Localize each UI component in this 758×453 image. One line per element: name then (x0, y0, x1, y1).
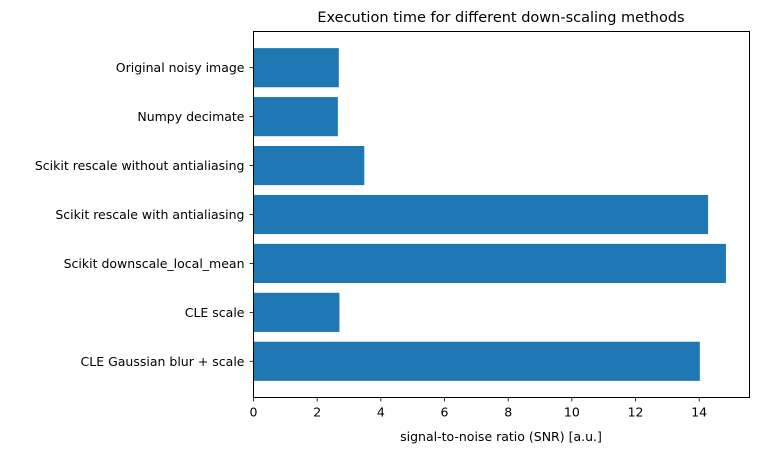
x-tick-label: 8 (504, 405, 512, 420)
x-axis-ticks: 0 2 4 6 8 10 12 14 (250, 397, 707, 420)
y-tick-label: Scikit downscale_local_mean (64, 256, 245, 271)
bar (253, 243, 726, 284)
plot-frame (253, 31, 750, 398)
bar (253, 48, 339, 88)
x-tick-label: 14 (691, 405, 707, 420)
bar (253, 341, 700, 381)
bar (253, 292, 340, 332)
y-tick-label: Original noisy image (116, 60, 245, 75)
bar (253, 194, 709, 235)
y-tick-label: CLE scale (185, 305, 245, 320)
x-tick-label: 4 (377, 405, 385, 420)
bar (253, 145, 365, 186)
y-tick-label: Scikit rescale with antialiasing (55, 207, 244, 222)
x-axis-label: signal-to-noise ratio (SNR) [a.u.] (400, 429, 602, 444)
x-tick-label: 10 (564, 405, 580, 420)
x-tick-label: 2 (313, 405, 321, 420)
y-tick-label: Numpy decimate (137, 109, 244, 124)
chart-title: Execution time for different down-scalin… (317, 10, 684, 26)
y-tick-label: CLE Gaussian blur + scale (81, 354, 245, 369)
bar (253, 97, 338, 137)
x-tick-label: 0 (250, 405, 258, 420)
bars-group (253, 48, 726, 381)
y-tick-label: Scikit rescale without antialiasing (35, 158, 245, 173)
y-axis-ticks: Original noisy image Numpy decimate Scikit… (35, 60, 254, 369)
x-tick-label: 6 (441, 405, 449, 420)
x-tick-label: 12 (628, 405, 644, 420)
